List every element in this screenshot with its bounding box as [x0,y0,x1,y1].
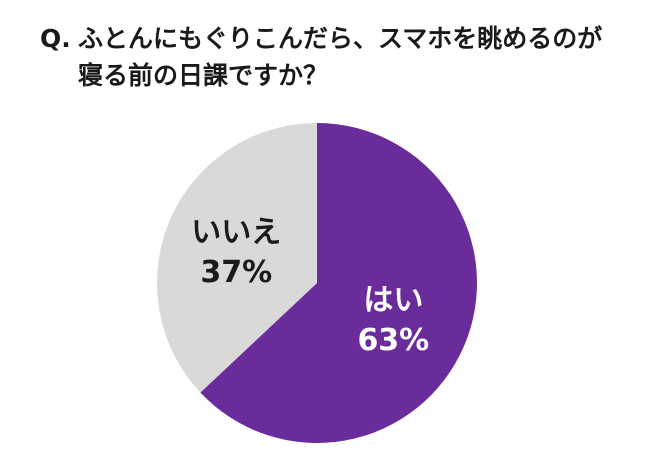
slice-label-1: はい [363,283,423,318]
question-prefix: Q. [40,24,71,53]
pie-slice-2 [157,123,317,393]
slice-value-1: 63% [357,323,429,358]
slice-label-2: いいえ [191,215,281,250]
pie-slices [157,123,477,443]
slice-value-2: 37% [200,255,272,290]
pie-labels: はい 63% いいえ 37% [191,215,429,358]
pie-slice-1 [200,123,477,443]
title-line-2: 寝る前の日課ですか？ [78,61,329,90]
chart-title: Q. ふとんにもぐりこんだら、スマホを眺めるのが 寝る前の日課ですか？ [40,20,640,94]
title-line-1: ふとんにもぐりこんだら、スマホを眺めるのが [78,24,603,53]
